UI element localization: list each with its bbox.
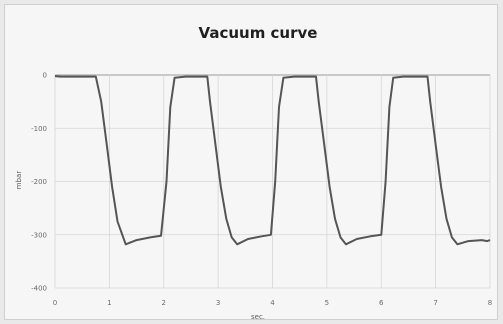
y-tick-labels: 0 -100 -200 -300 -400 (31, 72, 47, 293)
x-tick-label: 7 (433, 299, 437, 307)
y-tick-label: -400 (31, 285, 47, 293)
x-tick-label: 8 (488, 299, 492, 307)
vacuum-series-line (54, 75, 491, 246)
chart-frame (4, 4, 498, 320)
x-tick-label: 4 (270, 299, 275, 307)
chart-title: Vacuum curve (199, 24, 318, 42)
x-axis-label: sec. (251, 313, 265, 321)
y-tick-label: -200 (31, 178, 47, 186)
series-lines (54, 75, 491, 246)
x-tick-label: 5 (325, 299, 329, 307)
x-tick-label: 6 (379, 299, 384, 307)
x-tick-label: 0 (53, 299, 57, 307)
x-tick-label: 1 (107, 299, 111, 307)
x-tick-label: 3 (216, 299, 220, 307)
y-axis-label: mbar (15, 171, 23, 190)
y-tick-label: 0 (43, 72, 47, 80)
x-tick-labels: 0 1 2 3 4 5 6 7 8 (53, 299, 492, 307)
y-tick-label: -100 (31, 125, 47, 133)
y-tick-label: -300 (31, 231, 47, 239)
x-tick-label: 2 (162, 299, 166, 307)
grid-lines (54, 74, 491, 289)
